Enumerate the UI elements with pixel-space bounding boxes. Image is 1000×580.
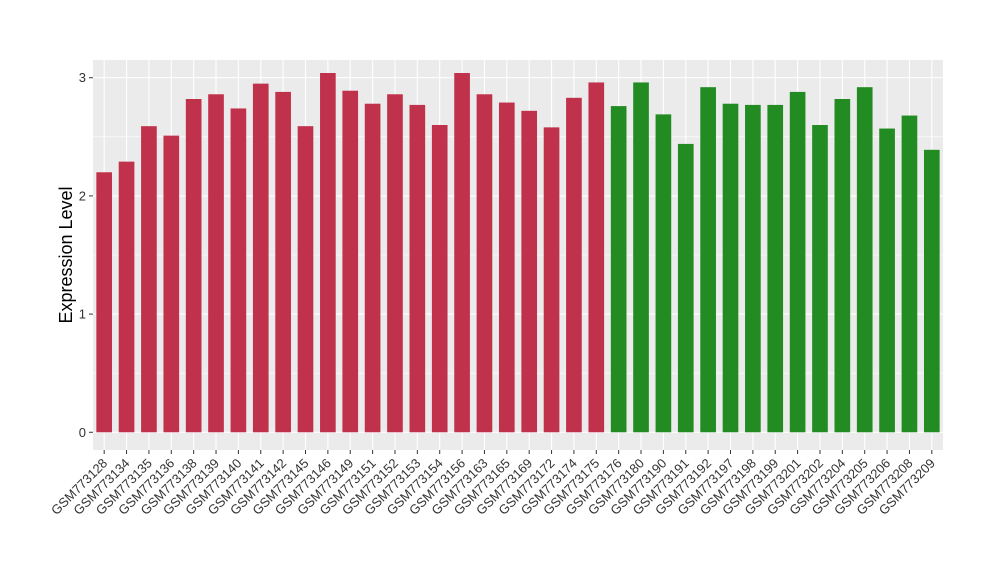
bar-GSM773176 — [610, 106, 627, 433]
bar-GSM773201 — [789, 91, 806, 433]
bar-GSM773135 — [141, 126, 157, 433]
bar-GSM773146 — [320, 73, 336, 433]
bar-GSM773140 — [230, 108, 247, 433]
bar-GSM773180 — [633, 82, 649, 433]
bar-GSM773139 — [208, 94, 224, 433]
bar-GSM773174 — [566, 97, 582, 433]
x-axis: GSM773128GSM773134GSM773135GSM773136GSM7… — [48, 450, 938, 518]
bar-GSM773209 — [923, 149, 940, 433]
bar-GSM773165 — [498, 102, 515, 433]
y-axis-title: Expression Level — [56, 186, 76, 323]
y-tick-label: 0 — [79, 425, 86, 440]
bar-GSM773198 — [745, 104, 761, 433]
y-tick-label: 3 — [79, 70, 86, 85]
bar-GSM773199 — [767, 104, 784, 433]
bar-GSM773192 — [700, 87, 716, 433]
bar-GSM773142 — [275, 91, 291, 433]
y-tick-label: 2 — [79, 188, 86, 203]
bar-GSM773134 — [118, 161, 135, 433]
y-axis: 0 1 2 3 — [79, 70, 93, 440]
bar-GSM773153 — [409, 104, 426, 433]
bar-GSM773141 — [252, 83, 269, 433]
bar-GSM773191 — [677, 143, 694, 433]
bar-GSM773149 — [342, 90, 359, 433]
bar-GSM773197 — [722, 103, 739, 433]
y-tick-label: 1 — [79, 307, 86, 322]
bar-GSM773208 — [901, 115, 918, 433]
bar-GSM773138 — [185, 99, 202, 433]
bar-GSM773204 — [834, 99, 851, 433]
bar-GSM773175 — [588, 82, 605, 433]
bar-GSM773190 — [655, 114, 672, 433]
bar-GSM773169 — [521, 110, 538, 433]
bar-GSM773136 — [163, 135, 180, 433]
bar-GSM773206 — [879, 128, 895, 433]
bar-GSM773128 — [96, 172, 113, 433]
bar-GSM773202 — [812, 125, 828, 433]
bar-GSM773145 — [297, 126, 314, 433]
bar-GSM773154 — [431, 125, 448, 433]
bar-GSM773205 — [856, 87, 873, 433]
bar-GSM773163 — [476, 94, 493, 433]
bar-GSM773152 — [387, 94, 403, 433]
bar-GSM773156 — [454, 73, 470, 433]
bar-GSM773151 — [364, 103, 381, 433]
bars — [96, 73, 940, 433]
bar-GSM773172 — [543, 127, 560, 433]
